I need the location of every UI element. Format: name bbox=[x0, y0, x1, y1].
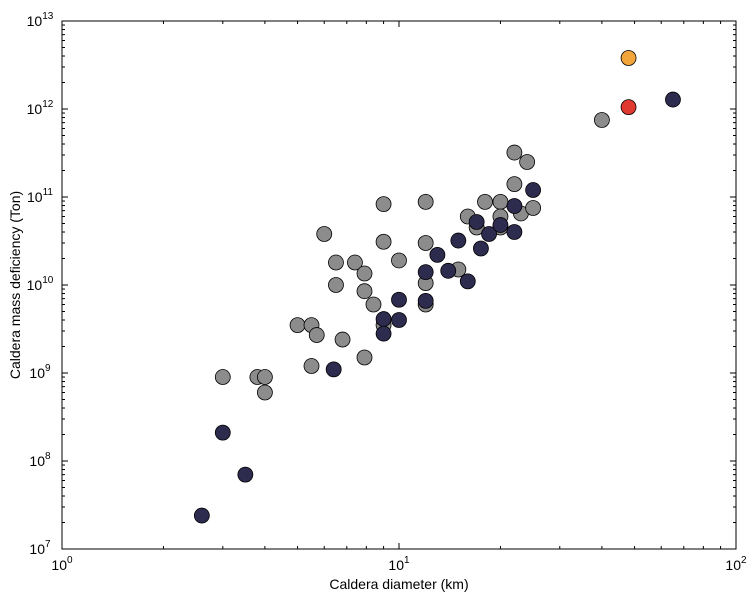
data-point-series-2 bbox=[506, 198, 523, 214]
data-point-series-1 bbox=[303, 358, 320, 374]
data-point-series-2 bbox=[450, 232, 467, 249]
data-point-series-2 bbox=[440, 262, 457, 279]
data-point-series-1 bbox=[391, 252, 407, 269]
plot-area bbox=[61, 20, 737, 550]
y-tick-exponent: 9 bbox=[45, 363, 51, 374]
y-tick-exponent: 7 bbox=[45, 539, 51, 550]
data-point-series-1 bbox=[356, 283, 373, 300]
data-point-series-1 bbox=[506, 176, 523, 193]
data-point-series-1 bbox=[525, 200, 542, 216]
data-point-series-2 bbox=[665, 91, 681, 108]
data-point-series-1 bbox=[365, 296, 382, 313]
data-point-series-2 bbox=[375, 325, 392, 342]
data-point-series-1 bbox=[492, 193, 509, 210]
data-point-series-1 bbox=[506, 144, 523, 161]
y-tick-base: 10 bbox=[29, 453, 45, 469]
data-point-series-2 bbox=[525, 182, 542, 198]
x-tick-exponent: 1 bbox=[404, 555, 410, 566]
x-tick-label: 102 bbox=[725, 555, 747, 573]
data-point-series-4 bbox=[620, 99, 637, 116]
x-tick-exponent: 2 bbox=[741, 555, 747, 566]
data-point-series-2 bbox=[391, 312, 407, 328]
data-point-series-1 bbox=[256, 369, 273, 385]
y-tick-base: 10 bbox=[27, 101, 43, 117]
data-point-series-1 bbox=[593, 112, 610, 128]
y-tick-exponent: 10 bbox=[42, 275, 54, 286]
x-tick-exponent: 0 bbox=[67, 555, 73, 566]
data-point-series-1 bbox=[328, 254, 344, 271]
y-tick-exponent: 11 bbox=[43, 187, 54, 198]
data-point-series-2 bbox=[481, 226, 497, 242]
y-tick-base: 10 bbox=[29, 541, 45, 557]
data-point-series-1 bbox=[334, 331, 351, 348]
data-point-series-1 bbox=[328, 277, 344, 293]
x-axis-label: Caldera diameter (km) bbox=[329, 576, 468, 592]
y-tick-label: 1010 bbox=[27, 275, 54, 293]
x-tick-base: 10 bbox=[725, 557, 741, 573]
y-tick-base: 10 bbox=[27, 13, 43, 29]
data-point-series-2 bbox=[492, 217, 509, 233]
data-point-series-1 bbox=[256, 384, 273, 401]
y-tick-base: 10 bbox=[29, 365, 45, 381]
y-tick-exponent: 8 bbox=[45, 451, 51, 462]
data-point-series-2 bbox=[214, 424, 231, 441]
data-point-series-1 bbox=[347, 254, 363, 271]
y-axis-label: Caldera mass deficiency (Ton) bbox=[7, 191, 23, 379]
x-tick-label: 101 bbox=[388, 555, 410, 573]
x-tick-base: 10 bbox=[388, 557, 404, 573]
y-tick-label: 1013 bbox=[27, 11, 54, 29]
data-point-series-2 bbox=[473, 240, 489, 257]
x-axis-ticks: 100 101 102 bbox=[51, 21, 747, 573]
data-point-series-2 bbox=[375, 311, 392, 327]
data-point-series-1 bbox=[417, 193, 434, 210]
data-point-series-2 bbox=[325, 361, 342, 378]
y-tick-base: 10 bbox=[27, 277, 43, 293]
data-point-series-3 bbox=[620, 50, 637, 66]
data-point-series-2 bbox=[391, 291, 407, 308]
data-point-series-1 bbox=[356, 349, 373, 366]
data-point-series-2 bbox=[417, 264, 434, 281]
data-point-series-2 bbox=[459, 273, 476, 290]
data-point-series-1 bbox=[477, 193, 493, 210]
y-tick-label: 1011 bbox=[27, 187, 53, 205]
data-point-series-1 bbox=[375, 233, 392, 250]
data-point-series-1 bbox=[417, 235, 434, 251]
data-point-series-2 bbox=[468, 214, 485, 230]
data-point-series-1 bbox=[356, 265, 373, 282]
y-tick-label: 109 bbox=[29, 363, 51, 381]
data-point-series-1 bbox=[214, 369, 231, 385]
x-tick-base: 10 bbox=[51, 557, 67, 573]
y-tick-exponent: 13 bbox=[42, 11, 54, 22]
data-point-series-1 bbox=[375, 196, 392, 213]
y-tick-label: 108 bbox=[29, 451, 51, 469]
data-points bbox=[193, 50, 681, 524]
y-tick-exponent: 12 bbox=[42, 99, 54, 110]
data-point-series-2 bbox=[506, 224, 523, 240]
data-point-series-2 bbox=[237, 466, 254, 483]
data-point-series-1 bbox=[316, 226, 333, 242]
y-tick-base: 10 bbox=[27, 189, 43, 205]
y-tick-label: 1012 bbox=[27, 99, 54, 117]
y-tick-label: 107 bbox=[29, 539, 51, 557]
x-tick-label: 100 bbox=[51, 555, 73, 573]
data-point-series-2 bbox=[193, 507, 210, 524]
data-point-series-1 bbox=[308, 327, 325, 343]
data-point-series-2 bbox=[417, 292, 434, 309]
data-point-series-2 bbox=[429, 246, 446, 263]
data-point-series-1 bbox=[519, 154, 536, 170]
data-point-series-1 bbox=[289, 317, 306, 334]
